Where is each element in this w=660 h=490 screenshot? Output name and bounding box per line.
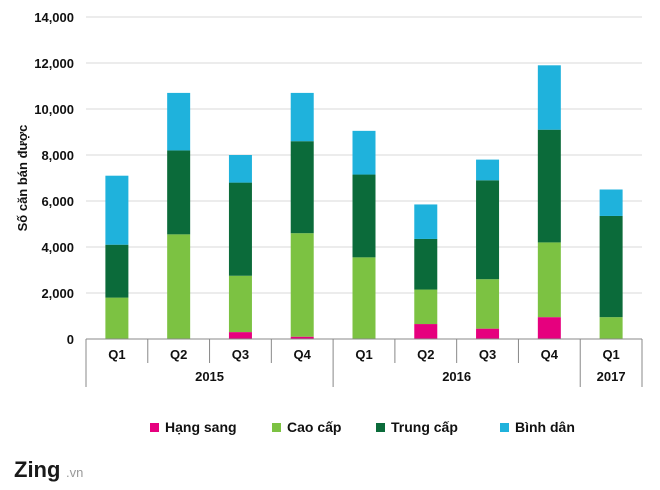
zing-logo: Zing .vn <box>14 457 83 482</box>
svg-text:.vn: .vn <box>66 465 83 480</box>
legend-swatch <box>500 423 509 432</box>
x-tick-label: Q2 <box>417 347 434 362</box>
bar-segment <box>414 324 438 339</box>
x-tick-label: Q3 <box>232 347 249 362</box>
legend-swatch <box>150 423 159 432</box>
y-tick-label: 10,000 <box>34 102 74 117</box>
bar-segment <box>105 244 129 298</box>
bar-segment <box>414 289 438 325</box>
bar-segment <box>537 317 561 339</box>
y-tick-label: 12,000 <box>34 56 74 71</box>
group-label: 2017 <box>597 369 626 384</box>
y-tick-label: 2,000 <box>41 286 74 301</box>
legend-swatch <box>376 423 385 432</box>
bar-segment <box>228 275 252 333</box>
y-axis-label: Số căn bán được <box>15 125 30 232</box>
bar-segment <box>228 155 252 183</box>
x-tick-label: Q1 <box>108 347 125 362</box>
bars <box>105 65 623 339</box>
svg-text:Zing: Zing <box>14 457 60 482</box>
bar-segment <box>105 175 129 245</box>
bar-segment <box>228 332 252 339</box>
axes: 0 2,000 4,000 6,000 8,000 10,000 12,000 14,000 Q… <box>34 10 643 387</box>
bar-segment <box>290 92 314 142</box>
bar-segment <box>352 257 376 339</box>
bar-segment <box>414 238 438 290</box>
x-tick-label: Q3 <box>479 347 496 362</box>
y-tick-label: 14,000 <box>34 10 74 25</box>
x-tick-label: Q1 <box>355 347 372 362</box>
x-tick-label: Q4 <box>294 347 312 362</box>
bar-segment <box>537 65 561 130</box>
bar-segment <box>352 130 376 175</box>
y-tick-label: 0 <box>67 332 74 347</box>
bar-segment <box>228 182 252 276</box>
bar-segment <box>105 297 129 339</box>
bar-segment <box>599 215 623 318</box>
bar-segment <box>167 150 191 235</box>
bar-segment <box>167 92 191 151</box>
legend-swatch <box>272 423 281 432</box>
bar-segment <box>167 234 191 339</box>
bar-segment <box>537 129 561 243</box>
group-label: 2016 <box>442 369 471 384</box>
legend: Hạng sang Cao cấp Trung cấp Bình dân <box>150 419 575 435</box>
legend-label: Trung cấp <box>391 419 458 435</box>
bar-segment <box>599 189 623 216</box>
bar-segment <box>290 336 314 339</box>
bar-segment <box>476 328 500 339</box>
bar-segment <box>290 233 314 337</box>
bar-segment <box>476 159 500 181</box>
bar-segment <box>476 180 500 280</box>
x-tick-label: Q1 <box>602 347 619 362</box>
y-tick-label: 6,000 <box>41 194 74 209</box>
x-tick-label: Q2 <box>170 347 187 362</box>
bar-segment <box>414 204 438 239</box>
bar-segment <box>352 174 376 258</box>
legend-label: Cao cấp <box>287 419 341 435</box>
y-tick-label: 8,000 <box>41 148 74 163</box>
bar-segment <box>599 317 623 339</box>
bar-segment <box>290 141 314 234</box>
legend-label: Hạng sang <box>165 419 237 435</box>
group-label: 2015 <box>195 369 224 384</box>
y-tick-label: 4,000 <box>41 240 74 255</box>
bar-segment <box>476 279 500 329</box>
x-tick-label: Q4 <box>541 347 559 362</box>
legend-label: Bình dân <box>515 419 575 435</box>
bar-segment <box>537 242 561 318</box>
